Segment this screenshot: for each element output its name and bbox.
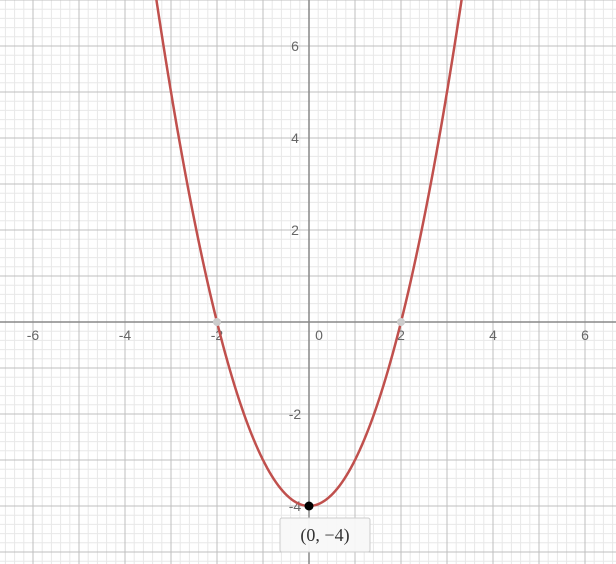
x-intercept-point: [213, 318, 221, 326]
x-tick-label: 6: [581, 327, 589, 343]
x-intercept-point: [397, 318, 405, 326]
origin-label: 0: [315, 327, 323, 343]
x-tick-label: -4: [119, 327, 132, 343]
y-tick-label: 6: [291, 38, 299, 54]
y-tick-label: 2: [291, 222, 299, 238]
x-tick-label: 4: [489, 327, 497, 343]
y-tick-label: -2: [289, 406, 302, 422]
chart-container: -6-4-2246-4-22460(0, −4): [0, 0, 616, 564]
y-tick-label: 4: [291, 130, 299, 146]
x-tick-label: -6: [27, 327, 40, 343]
vertex-label: (0, −4): [300, 525, 349, 546]
parabola-chart: -6-4-2246-4-22460(0, −4): [0, 0, 616, 564]
vertex-point: [305, 502, 314, 511]
